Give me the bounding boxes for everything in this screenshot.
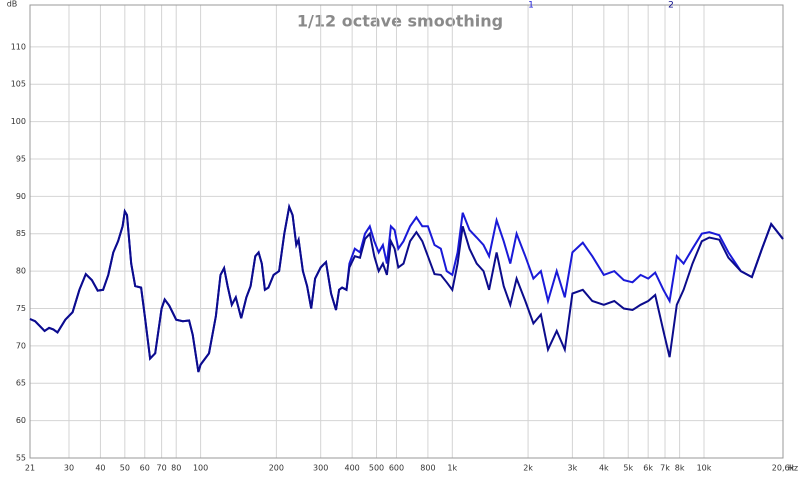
y-tick-label: 70 [16,341,26,350]
x-axis-label: Hz [788,464,798,473]
x-tick-label: 80 [171,464,181,473]
y-tick-label: 65 [16,379,26,388]
y-tick-label: 95 [16,154,26,163]
x-tick-label: 5k [623,464,633,473]
y-tick-label: 60 [16,416,26,425]
x-tick-label: 300 [313,464,328,473]
y-tick-label: 55 [16,454,26,463]
x-tick-label: 10k [697,464,712,473]
x-tick-label: 8k [675,464,685,473]
x-tick-label: 20,6k [772,464,795,473]
y-tick-label: 110 [11,42,26,51]
x-tick-label: 200 [269,464,284,473]
y-axis-label: dB [7,0,18,9]
plot-frame [29,4,784,459]
x-tick-label: 30 [64,464,74,473]
y-tick-label: 80 [16,267,26,276]
x-tick-label: 6k [643,464,653,473]
y-tick-label: 100 [11,117,26,126]
y-tick-label: 75 [16,304,26,313]
y-tick-label: 90 [16,192,26,201]
x-tick-label: 7k [660,464,670,473]
x-tick-label: 800 [420,464,435,473]
legend-label: 2 [668,1,674,11]
x-tick-label: 60 [140,464,150,473]
legend-label: 1 [528,1,534,11]
series-line [29,203,784,373]
x-tick-label: 3k [568,464,578,473]
x-tick-label: 21 [25,464,35,473]
x-tick-label: 400 [344,464,359,473]
x-tick-label: 40 [95,464,105,473]
x-tick-label: 500 [369,464,384,473]
x-tick-label: 2k [523,464,533,473]
x-tick-label: 600 [389,464,404,473]
x-tick-label: 1k [447,464,457,473]
x-tick-label: 50 [120,464,130,473]
y-tick-label: 105 [11,80,26,89]
x-tick-label: 4k [599,464,609,473]
x-tick-label: 100 [193,464,208,473]
y-tick-label: 85 [16,229,26,238]
x-tick-label: 70 [157,464,167,473]
chart-title: 1/12 octave smoothing [297,12,503,31]
